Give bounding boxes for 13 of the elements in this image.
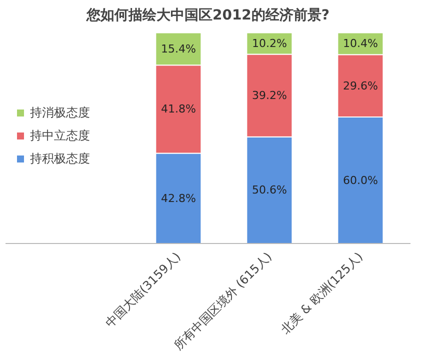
data-label: 10.2% — [252, 36, 287, 50]
legend-label: 持消极态度 — [30, 104, 90, 121]
legend-label: 持积极态度 — [30, 150, 90, 167]
data-label: 29.6% — [342, 79, 378, 92]
data-label: 10.4% — [342, 37, 378, 50]
data-label: 39.2% — [252, 89, 287, 102]
data-label: 60.0% — [342, 174, 378, 187]
data-label: 50.6% — [252, 184, 287, 197]
data-label: 42.8% — [160, 192, 196, 205]
legend-label: 持中立态度 — [30, 127, 90, 144]
chart-title: 您如何描绘大中国区2012的经济前景? — [85, 6, 330, 24]
data-label: 15.4% — [160, 42, 196, 56]
data-label: 41.8% — [160, 102, 196, 116]
